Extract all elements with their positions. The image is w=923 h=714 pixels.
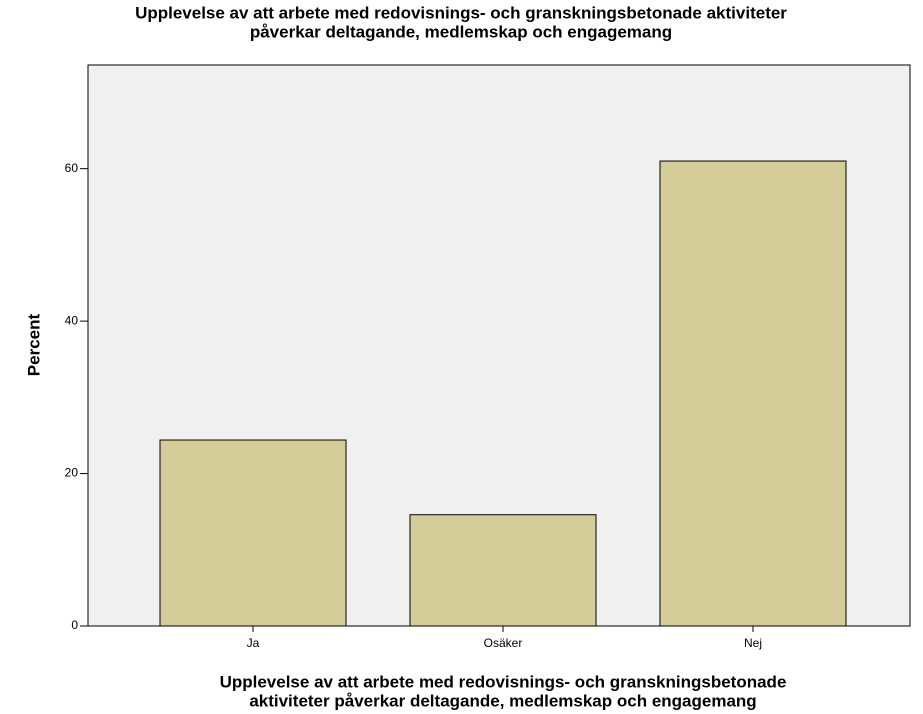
- x-tick-label: Osäker: [484, 636, 523, 650]
- x-tick-label: Ja: [247, 636, 260, 650]
- y-tick-label: 60: [65, 161, 79, 175]
- y-tick-label: 20: [65, 466, 79, 480]
- bar: [159, 439, 347, 627]
- y-axis-title: Percent: [24, 313, 43, 376]
- y-tick-label: 40: [65, 313, 79, 327]
- y-tick-label: 0: [71, 618, 78, 632]
- chart-title: påverkar deltagande, medlemskap och enga…: [250, 22, 672, 41]
- x-axis-title: Upplevelse av att arbete med redovisning…: [220, 672, 787, 691]
- bar: [659, 160, 847, 627]
- x-axis-title: aktiviteter påverkar deltagande, medlems…: [249, 691, 756, 710]
- bar: [409, 514, 597, 627]
- chart-title: Upplevelse av att arbete med redovisning…: [135, 3, 787, 22]
- x-tick-label: Nej: [744, 636, 762, 650]
